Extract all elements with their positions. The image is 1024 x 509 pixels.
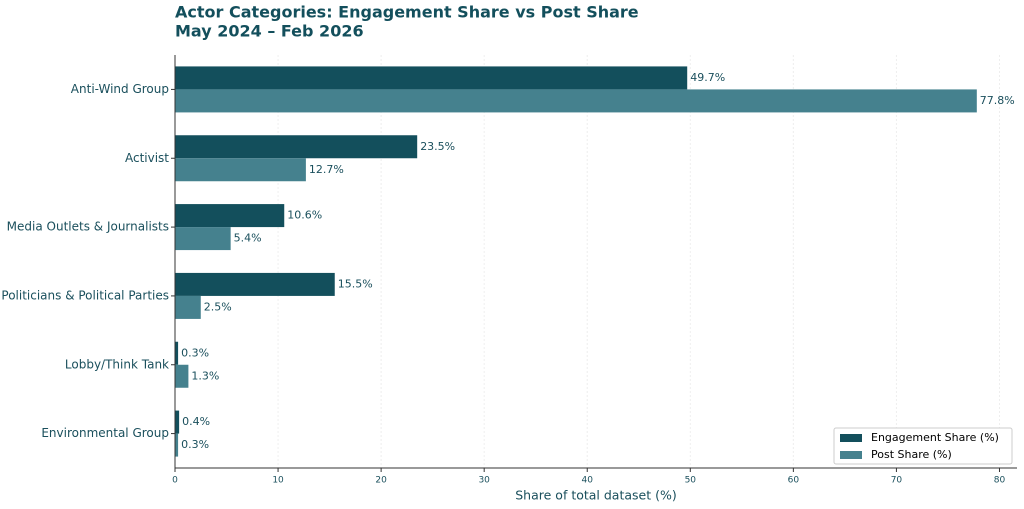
value-label: 12.7% bbox=[309, 163, 344, 176]
bar bbox=[175, 66, 688, 90]
bar bbox=[175, 204, 285, 228]
x-tick-label: 80 bbox=[994, 476, 1006, 486]
x-tick-label: 10 bbox=[272, 476, 284, 486]
legend-swatch bbox=[840, 451, 862, 459]
y-tick-label: Politicians & Political Parties bbox=[1, 288, 169, 302]
bar bbox=[175, 433, 179, 457]
x-tick-label: 70 bbox=[891, 476, 903, 486]
legend-box bbox=[833, 427, 1013, 465]
value-label: 15.5% bbox=[338, 277, 373, 290]
x-tick-label: 40 bbox=[582, 476, 594, 486]
bar bbox=[175, 158, 306, 182]
x-tick-label: 50 bbox=[685, 476, 697, 486]
chart-title: Actor Categories: Engagement Share vs Po… bbox=[175, 3, 639, 22]
legend-swatch bbox=[840, 434, 862, 442]
x-tick-label: 30 bbox=[478, 476, 490, 486]
bar bbox=[175, 272, 335, 296]
bar bbox=[175, 89, 977, 113]
value-label: 5.4% bbox=[234, 232, 262, 245]
y-tick-label: Environmental Group bbox=[41, 426, 169, 440]
chart-subtitle: May 2024 – Feb 2026 bbox=[175, 22, 364, 41]
y-tick-label: Lobby/Think Tank bbox=[65, 357, 169, 371]
value-label: 0.3% bbox=[181, 438, 209, 451]
bar bbox=[175, 364, 189, 388]
bar bbox=[175, 341, 179, 365]
bar bbox=[175, 295, 201, 319]
bar bbox=[175, 135, 418, 159]
value-label: 2.5% bbox=[204, 300, 232, 313]
y-tick-label: Activist bbox=[125, 151, 169, 165]
bar bbox=[175, 410, 180, 434]
value-label: 1.3% bbox=[191, 369, 219, 382]
y-tick-label: Media Outlets & Journalists bbox=[7, 220, 169, 234]
bar bbox=[175, 227, 231, 251]
value-label: 77.8% bbox=[980, 94, 1015, 107]
legend-label: Engagement Share (%) bbox=[871, 431, 999, 444]
value-label: 0.3% bbox=[181, 346, 209, 359]
value-label: 10.6% bbox=[287, 209, 322, 222]
x-tick-label: 20 bbox=[375, 476, 387, 486]
value-label: 49.7% bbox=[690, 71, 725, 84]
legend-label: Post Share (%) bbox=[871, 448, 952, 461]
value-label: 0.4% bbox=[182, 415, 210, 428]
x-tick-label: 0 bbox=[172, 476, 178, 486]
x-tick-label: 60 bbox=[788, 476, 800, 486]
x-axis-label: Share of total dataset (%) bbox=[515, 488, 677, 503]
value-label: 23.5% bbox=[420, 140, 455, 153]
y-tick-label: Anti-Wind Group bbox=[71, 82, 169, 96]
